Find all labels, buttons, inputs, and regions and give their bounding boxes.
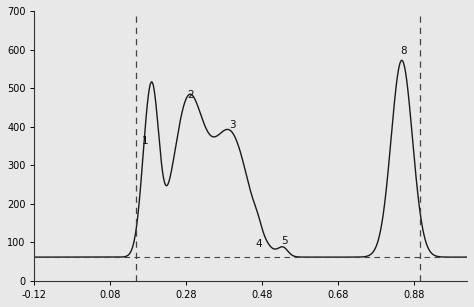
Text: 4: 4 (256, 239, 263, 249)
Text: 8: 8 (401, 46, 407, 56)
Text: 1: 1 (142, 136, 148, 146)
Text: 5: 5 (281, 236, 288, 246)
Text: 3: 3 (229, 120, 236, 130)
Text: 2: 2 (187, 91, 194, 100)
